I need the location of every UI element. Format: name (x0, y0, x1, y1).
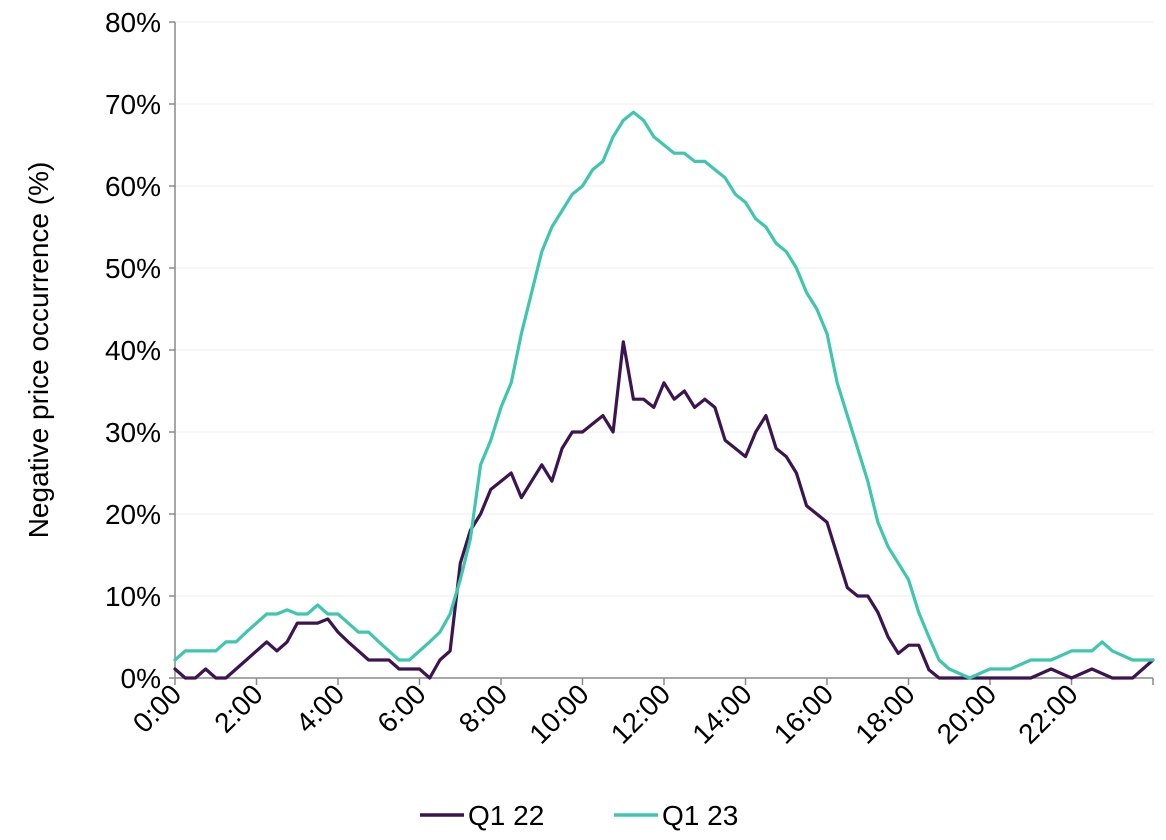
y-tick-labels: 0% 10% 20% 30% 40% 50% 60% 70% 80% (105, 7, 175, 694)
y-tick-label: 80% (105, 7, 161, 38)
x-tick-label: 8:00 (453, 678, 513, 738)
y-tick-label: 40% (105, 335, 161, 366)
x-tick-label: 2:00 (208, 678, 268, 738)
x-tick-label: 14:00 (686, 678, 757, 749)
x-tick-label: 4:00 (290, 678, 350, 738)
series-lines (173, 110, 1155, 680)
x-tick-label: 22:00 (1012, 678, 1083, 749)
y-tick-label: 20% (105, 499, 161, 530)
y-tick-label: 0% (121, 663, 161, 694)
x-tick-label: 6:00 (371, 678, 431, 738)
legend-label-0: Q1 22 (468, 800, 544, 831)
x-tick-label: 18:00 (849, 678, 920, 749)
x-tick-label: 12:00 (605, 678, 676, 749)
y-axis-label: Negative price occurrence (%) (23, 162, 54, 539)
x-tick-label: 16:00 (768, 678, 839, 749)
x-tick-label: 20:00 (931, 678, 1002, 749)
y-tick-label: 10% (105, 581, 161, 612)
legend: Q1 22 Q1 23 (420, 800, 738, 831)
y-tick-label: 60% (105, 171, 161, 202)
y-tick-label: 30% (105, 417, 161, 448)
x-tick-label: 10:00 (523, 678, 594, 749)
legend-label-1: Q1 23 (662, 800, 738, 831)
y-tick-label: 70% (105, 89, 161, 120)
y-tick-label: 50% (105, 253, 161, 284)
series-line-0 (173, 340, 1155, 680)
series-line-1 (173, 110, 1155, 680)
gridlines (175, 21, 1153, 597)
x-tick-labels: 0:00 2:00 4:00 6:00 8:00 10:00 12:00 14:00 16:00… (127, 678, 1154, 750)
